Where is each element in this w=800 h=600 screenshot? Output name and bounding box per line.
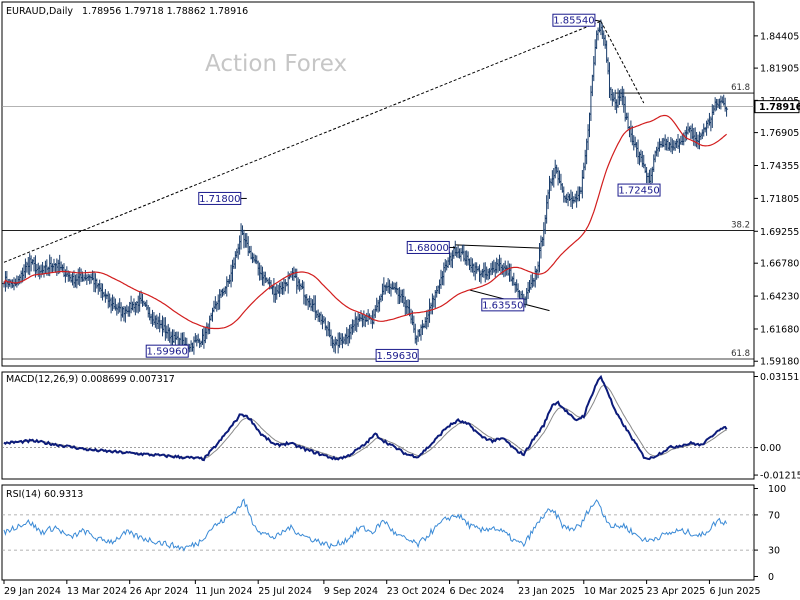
axes: 1.844051.819051.794051.769051.743551.718… [3,31,800,597]
price-axis-label: 1.84405 [760,31,799,42]
price-label-text: 1.71800 [199,194,240,205]
price-label-box [145,344,189,358]
price-label-box [552,13,596,27]
macd-pane [2,374,754,462]
price-label-text: 1.59630 [376,351,417,362]
ohlc-values: 1.78956 1.79718 1.78862 1.78916 [82,6,248,17]
price-label: 1.72450 [617,183,661,197]
price-label-box [617,183,661,197]
date-axis-label: 23 Jan 2025 [518,586,575,597]
price-axis-label: 1.71805 [760,194,799,205]
symbol-label: EURAUD,Daily [6,6,73,17]
date-axis-label: 23 Oct 2024 [387,586,446,597]
fib-level-label: 38.2 [731,220,750,230]
price-pane: 61.8 38.2 61.8 1.85540 1.71800 1.68000 1.63550… [2,13,754,362]
price-label-text: 1.59960 [147,347,188,358]
price-axis-label: 1.64230 [760,292,799,303]
macd-pane-frame [1,371,755,480]
rsi-axis-label: 0 [768,572,774,583]
price-label-text: 1.72450 [618,186,659,197]
price-bar [725,106,729,117]
rsi-label: RSI(14) 60.9313 [6,489,83,500]
fib-level-label: 61.8 [731,83,750,93]
date-axis-label: 9 Sep 2024 [324,586,378,597]
date-axis-label: 25 Jul 2024 [258,586,312,597]
moving-average-line [3,114,727,330]
price-label-text: 1.68000 [408,243,449,254]
price-label: 1.59630 [375,348,419,362]
price-axis-label: 1.76905 [760,128,799,139]
price-axis-label: 1.59180 [760,357,799,368]
price-label: 1.63550 [481,298,525,312]
price-label: 1.71800 [198,191,247,205]
rsi-axis-label: 100 [768,484,786,495]
rsi-axis-label: 70 [768,510,780,521]
price-label: 1.85540 [552,13,601,27]
price-label-leader [594,19,601,22]
rsi-line [3,498,728,552]
symbol-header: EURAUD,Daily 1.78956 1.79718 1.78862 1.7… [6,6,248,17]
price-label-text: 1.63550 [482,300,523,311]
watermark: Action Forex [205,51,347,77]
price-axis-label: 1.61680 [760,324,799,335]
price-axis-label: 1.81905 [760,64,799,75]
macd-axis-label: 0.00 [760,443,781,454]
price-axis-label: 1.69255 [760,227,799,238]
date-axis-label: 6 Jun 2025 [709,586,760,597]
date-axis-label: 26 Apr 2024 [130,586,189,597]
price-label-box [198,191,242,205]
price-label: 1.59960 [145,344,189,358]
rsi-pane-frame [1,484,755,581]
price-label-box [406,240,450,254]
fib-level-label: 61.8 [731,349,750,359]
date-axis-label: 23 Apr 2025 [647,586,706,597]
date-axis-label: 11 Jun 2024 [195,586,252,597]
rsi-axis-label: 30 [768,546,780,557]
macd-line [3,374,728,462]
chart-panes [1,1,755,581]
price-axis-label: 1.74355 [760,161,799,172]
trendline-dotted [3,20,602,263]
date-axis-label: 29 Jan 2024 [4,586,61,597]
last-price-box [754,100,800,114]
macd-label: MACD(12,26,9) 0.008699 0.007317 [6,374,175,385]
date-axis-label: 10 Mar 2025 [584,586,644,597]
price-axis-label: 1.66780 [760,259,799,270]
price-label-box [375,348,419,362]
macd-axis-label: 0.03151 [760,372,799,383]
price-label: 1.68000 [406,240,456,254]
date-axis-label: 13 Mar 2024 [67,586,127,597]
date-axis-label: 6 Dec 2024 [450,586,505,597]
trendline-dotted-down [600,20,645,104]
price-label-text: 1.85540 [553,16,594,27]
macd-axis-label: -0.012158 [760,471,800,482]
last-price-label: 1.78916 [759,102,800,113]
price-label-box [481,298,525,312]
rsi-pane [2,498,754,552]
channel-top-line [455,244,541,249]
